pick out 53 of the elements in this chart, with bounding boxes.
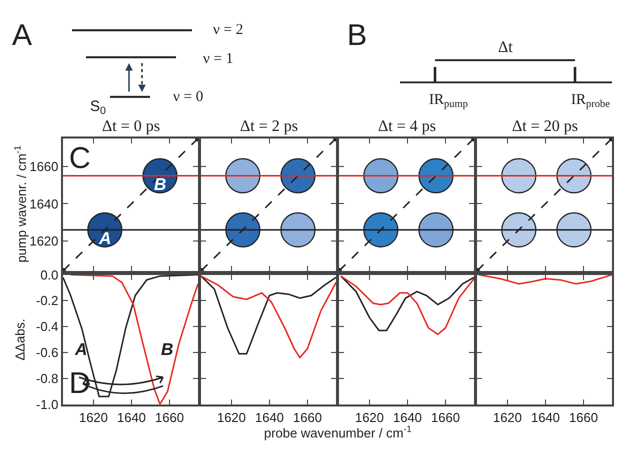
x-tick-label: 1620 [492, 410, 522, 425]
annotation: B [154, 175, 166, 194]
annotation: A [98, 229, 112, 248]
y-tick-label: -0.2 [36, 293, 58, 308]
y-axis-title: ΔΔabs. [12, 318, 28, 361]
point [418, 212, 454, 248]
y-tick-label: -1.0 [36, 396, 58, 412]
y-tick-label: -0.6 [36, 345, 58, 360]
x-tick-label: 1640 [116, 410, 146, 425]
y-tick-label: 1660 [29, 158, 58, 174]
x-tick-label: 1660 [431, 410, 460, 425]
point [418, 158, 454, 194]
y-tick-label: -0.4 [36, 319, 58, 334]
text: ν = 2 [213, 22, 244, 38]
point [225, 212, 260, 248]
chart-title: Δt = 4 ps [378, 118, 436, 135]
point [280, 212, 316, 248]
annotation: C [69, 142, 91, 175]
text: IR$_{pump}$ [429, 92, 468, 110]
point [556, 212, 592, 248]
text: IR$_{probe}$ [571, 92, 610, 110]
x-tick-label: 1660 [155, 410, 184, 425]
y-tick-label: 1620 [29, 234, 58, 249]
point [556, 158, 592, 194]
x-tick-label: 1620 [354, 410, 384, 425]
annotation: B [161, 340, 174, 359]
x-tick-label: 1620 [78, 410, 108, 425]
text: S$_{0}$ [90, 98, 106, 118]
y-tick-label: -0.8 [36, 370, 58, 386]
chart-title: Δt = 0 ps [102, 118, 160, 135]
text: Δt [498, 39, 514, 56]
annotation: A [74, 340, 88, 359]
text: B [347, 19, 368, 52]
chart-title: Δt = 20 ps [512, 118, 578, 135]
point [501, 158, 536, 194]
point [225, 158, 260, 194]
text: ν = 0 [173, 89, 204, 105]
x-tick-label: 1640 [392, 410, 422, 425]
point [501, 212, 536, 248]
x-tick-label: 1640 [530, 410, 560, 425]
text: ν = 1 [203, 51, 234, 67]
text: A [12, 19, 32, 52]
point [363, 158, 398, 194]
y-tick-label: 1640 [29, 196, 58, 212]
x-axis-title: probe wavenumber / cm$^{-1}$ [264, 424, 412, 440]
point [363, 212, 398, 248]
x-tick-label: 1620 [216, 410, 246, 425]
y-tick-label: 0.0 [40, 267, 58, 282]
x-tick-label: 1640 [254, 410, 284, 425]
x-tick-label: 1660 [569, 410, 598, 425]
chart-title: Δt = 2 ps [240, 118, 298, 135]
x-tick-label: 1660 [293, 410, 322, 425]
point [280, 158, 316, 194]
